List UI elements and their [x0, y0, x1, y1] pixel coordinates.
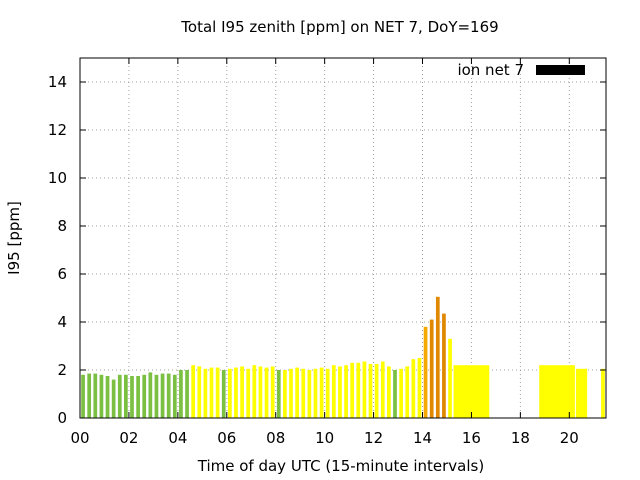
bar: [405, 366, 410, 418]
bar: [87, 373, 92, 418]
bar: [411, 359, 416, 418]
bars-group: [81, 296, 605, 418]
bar: [417, 358, 422, 418]
bar: [331, 365, 336, 418]
bar: [448, 338, 452, 418]
y-tick-label: 8: [57, 217, 67, 235]
plot-frame: [79, 57, 607, 419]
bar: [142, 374, 147, 418]
bar: [185, 370, 189, 418]
bar: [191, 365, 196, 418]
bar: [368, 364, 373, 418]
bar: [313, 368, 318, 418]
bar: [283, 370, 287, 418]
bar: [221, 370, 226, 418]
x-tick-label: 08: [266, 429, 285, 447]
x-tick-label: 04: [168, 429, 187, 447]
y-axis-label: I95 [ppm]: [5, 201, 23, 275]
bar: [215, 367, 220, 418]
bar: [350, 362, 355, 418]
bar: [356, 362, 361, 418]
bar: [234, 367, 238, 418]
bar: [117, 374, 122, 418]
bar: [429, 319, 434, 418]
bar: [380, 361, 385, 418]
y-tick-label: 10: [48, 169, 67, 187]
bar: [111, 379, 116, 418]
bar: [393, 370, 397, 418]
y-tick-label: 0: [57, 409, 67, 427]
y-tick-label: 6: [57, 265, 67, 283]
bar: [252, 365, 257, 418]
bar: [319, 367, 324, 418]
x-tick-label: 12: [364, 429, 383, 447]
x-tick-label: 02: [119, 429, 138, 447]
bar: [148, 372, 153, 418]
legend-label: ion net 7: [457, 61, 524, 79]
bar: [362, 361, 367, 418]
bar: [203, 368, 208, 418]
bar: [99, 374, 104, 418]
bar: [344, 365, 348, 418]
x-tick-label: 16: [462, 429, 481, 447]
bar: [325, 368, 330, 418]
bar: [154, 374, 159, 418]
bar: [442, 313, 446, 418]
y-tick-label: 4: [57, 313, 67, 331]
bar: [179, 370, 183, 418]
bar: [295, 367, 299, 418]
x-tick-label: 10: [315, 429, 334, 447]
grid: [80, 58, 606, 418]
bar: [270, 366, 275, 418]
bar: [399, 368, 403, 418]
x-axis-label: Time of day UTC (15-minute intervals): [197, 457, 484, 475]
x-tick-label: 14: [413, 429, 432, 447]
bar: [124, 374, 128, 418]
y-tick-label: 12: [48, 121, 67, 139]
x-tick-label: 00: [70, 429, 89, 447]
bar: [453, 365, 490, 418]
x-tick-label: 20: [560, 429, 579, 447]
y-tick-label: 2: [57, 361, 67, 379]
bar: [374, 364, 379, 418]
bar: [276, 370, 281, 418]
legend-swatch: [536, 65, 585, 75]
bar: [240, 366, 244, 418]
y-tick-label: 14: [48, 73, 67, 91]
x-tick-label: 06: [217, 429, 236, 447]
legend: ion net 7: [457, 61, 585, 79]
bar: [166, 373, 171, 418]
bar: [172, 374, 177, 418]
bar: [539, 365, 575, 418]
bar: [423, 326, 428, 418]
bar: [435, 296, 440, 418]
bar: [301, 368, 306, 418]
bar: [105, 376, 110, 418]
bar: [136, 376, 140, 418]
bar: [601, 368, 605, 418]
bar: [387, 366, 391, 418]
chart-title: Total I95 zenith [ppm] on NET 7, DoY=169: [180, 18, 498, 36]
x-tick-label: 18: [511, 429, 530, 447]
bar: [130, 376, 134, 418]
bar: [160, 373, 165, 418]
bar: [338, 366, 342, 418]
bar: [246, 368, 251, 418]
bar: [264, 367, 269, 418]
bar: [575, 368, 588, 418]
bar: [197, 366, 202, 418]
bar: [93, 373, 98, 418]
bar: [289, 368, 293, 418]
bar: [258, 366, 263, 418]
bar: [81, 374, 85, 418]
bar: [307, 370, 312, 418]
bar: [227, 368, 232, 418]
bar: [209, 367, 214, 418]
